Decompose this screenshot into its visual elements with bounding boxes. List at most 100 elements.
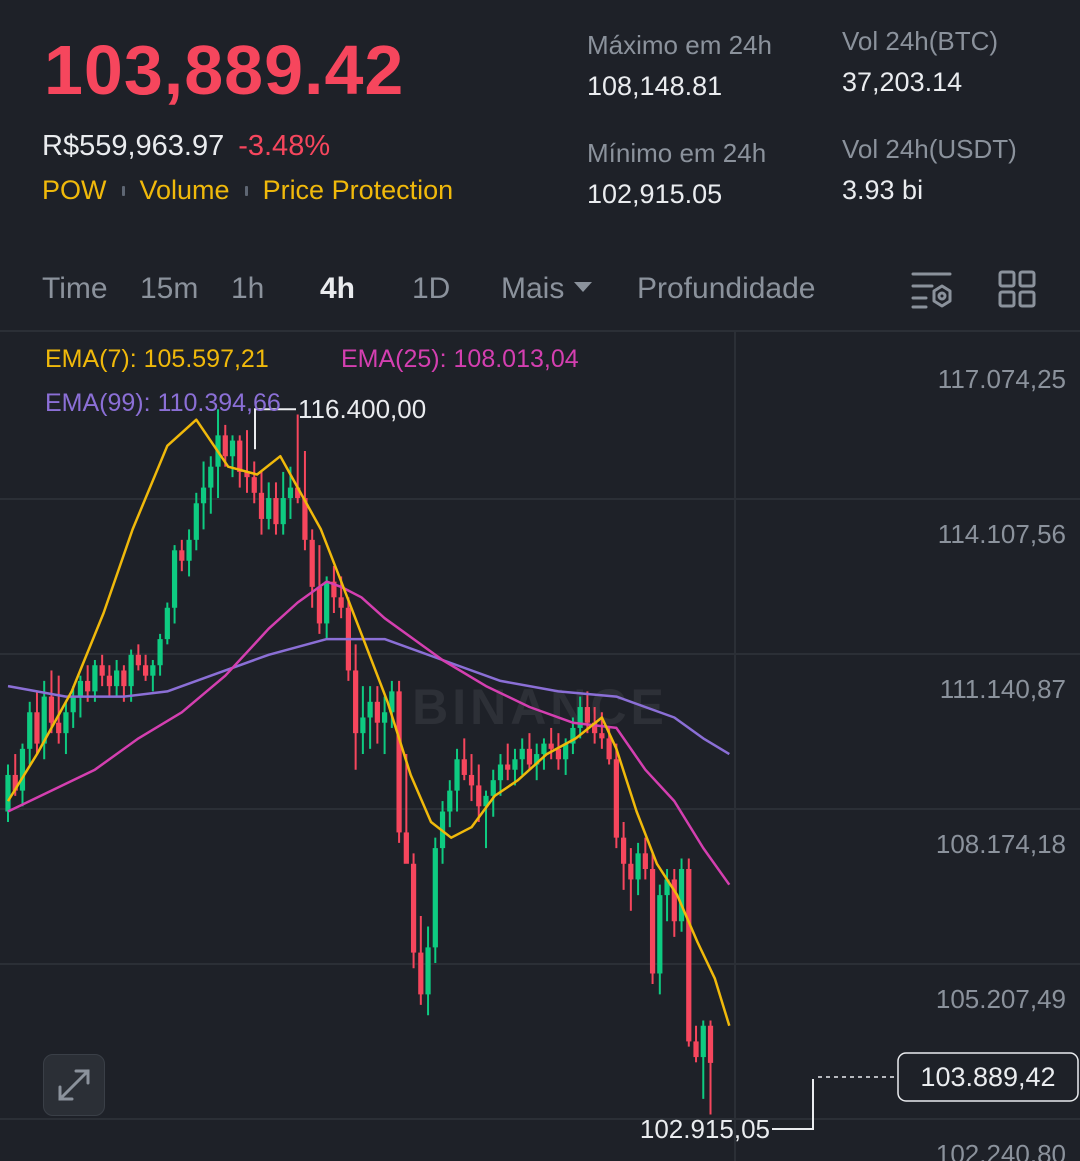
candle-body [635, 853, 641, 880]
candle-up [280, 471, 286, 535]
candle-down [244, 430, 250, 493]
candle-body [483, 795, 489, 807]
fiat-price: R$559,963.97 [42, 130, 225, 162]
ema99-line [7, 637, 730, 756]
candle-body [222, 435, 228, 457]
candle-body [592, 722, 598, 734]
candle-body [164, 607, 170, 640]
candle-up [70, 686, 76, 728]
candle-down [396, 680, 402, 843]
candle-down [56, 675, 62, 744]
candle-body [63, 712, 69, 734]
candle-body [628, 863, 634, 880]
candle-body [707, 1025, 714, 1063]
layout-grid-icon[interactable] [998, 270, 1036, 308]
candle-body [338, 597, 344, 608]
tag-volume[interactable]: Volume [139, 175, 230, 205]
candle-body [273, 498, 279, 525]
tab-15m[interactable]: 15m [140, 272, 199, 305]
candle-up [92, 660, 98, 702]
candle-up [229, 435, 236, 478]
legend-ema99: EMA(99): 110.394,66 [45, 389, 281, 417]
candle-body [367, 701, 373, 718]
candle-down [374, 686, 380, 744]
candle-body [519, 748, 525, 760]
candle-down [642, 837, 648, 880]
candle-body [99, 665, 105, 676]
candle-body [77, 680, 84, 697]
candle-body [671, 879, 677, 922]
tab-1h[interactable]: 1h [231, 272, 265, 305]
tab-more[interactable]: Mais [501, 272, 593, 306]
candle-up [150, 660, 156, 692]
stat-high-24h: Máximo em 24h 108,148.81 [587, 30, 772, 102]
tag-price-protection[interactable]: Price Protection [262, 175, 454, 205]
candle-body [620, 837, 627, 864]
stat-vol-btc-label: Vol 24h(BTC) [842, 26, 999, 56]
expand-chart-button[interactable] [43, 1054, 105, 1116]
candle-body [171, 550, 178, 608]
candle-down [237, 435, 243, 488]
y-tick-label: 117.074,25 [938, 364, 1066, 394]
tag-pow[interactable]: POW [42, 175, 107, 205]
candle-down [403, 754, 409, 864]
candle-down [649, 853, 656, 984]
candle-body [157, 639, 163, 666]
candle-body [534, 754, 540, 765]
candle-down [671, 868, 677, 937]
y-tick-label: 102.240,80 [936, 1139, 1066, 1161]
candle-up [186, 529, 192, 577]
candle-up [432, 837, 438, 964]
candle-down [613, 743, 619, 849]
candle-down [555, 733, 562, 770]
candle-body [584, 707, 591, 723]
candle-up [425, 926, 431, 1016]
indicator-settings-icon[interactable] [910, 270, 954, 310]
annotations: 116.400,00 102.915,05 103.889,42 [254, 394, 1079, 1144]
candle-down [686, 858, 692, 1047]
candle-down [584, 691, 591, 734]
stat-low-value: 102,915.05 [587, 179, 723, 209]
fiat-price-row: R$559,963.97 -3.48% [42, 130, 330, 163]
candlestick-chart[interactable]: BINANCE 117.074,25114.107,56111.140,8710… [0, 332, 1080, 1161]
tag-separator [121, 185, 125, 196]
candle-body [570, 727, 576, 744]
candle-up [454, 748, 460, 812]
candle-body [324, 581, 330, 624]
candle-body [135, 654, 141, 666]
candle-body [432, 848, 438, 948]
candle-body [12, 774, 18, 791]
candle-down [251, 461, 257, 504]
candle-body [114, 670, 120, 687]
tab-depth[interactable]: Profundidade [637, 272, 816, 305]
candle-body [295, 487, 301, 499]
tab-4h[interactable]: 4h [320, 272, 356, 305]
y-tick-label: 108.174,18 [936, 829, 1066, 859]
candle-down [106, 665, 113, 697]
candle-down [476, 764, 482, 822]
candle-down [410, 853, 417, 969]
candle-body [19, 748, 26, 791]
tab-time[interactable]: Time [42, 272, 108, 305]
candle-body [237, 440, 243, 472]
candle-down [48, 670, 55, 734]
tab-1d[interactable]: 1D [412, 272, 451, 305]
candle-body [700, 1025, 706, 1058]
candle-body [34, 712, 40, 744]
candle-up [447, 780, 453, 828]
candle-up [541, 738, 547, 770]
candle-body [468, 774, 475, 786]
candle-body [649, 868, 656, 974]
candle-up [324, 576, 330, 640]
candle-down [309, 529, 315, 608]
candle-up [360, 686, 366, 755]
candle-body [563, 743, 569, 760]
candle-body [664, 879, 670, 896]
candle-body [244, 471, 250, 478]
candle-body [396, 691, 402, 833]
candle-down [461, 738, 467, 781]
candle-body [5, 774, 11, 812]
candle-body [316, 586, 323, 624]
candle-up [200, 461, 207, 530]
candle-body [657, 895, 663, 974]
